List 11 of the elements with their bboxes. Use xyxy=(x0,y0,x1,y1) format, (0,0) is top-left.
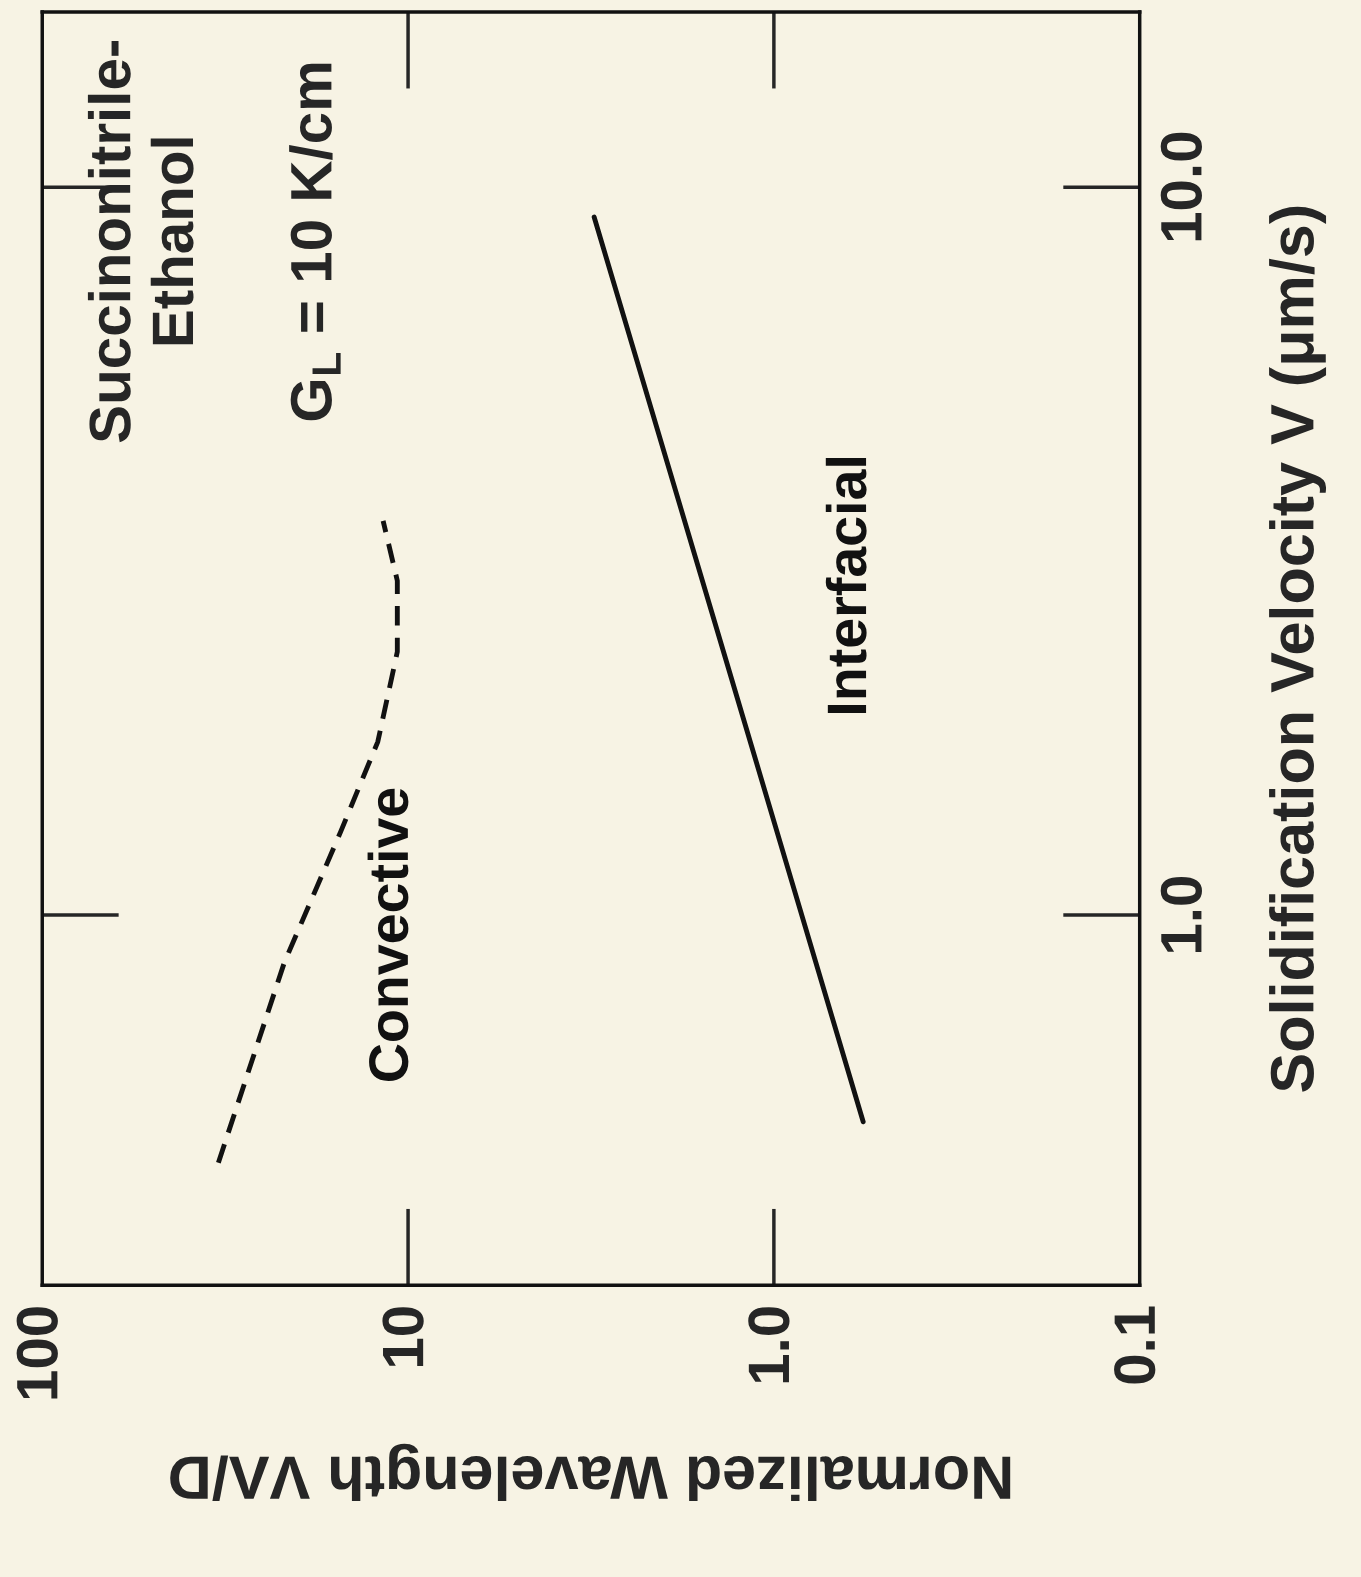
x-tick-label: 100 xyxy=(16,1307,58,1399)
x-axis-title: Normalized Wavelength VΛ/D xyxy=(170,1443,1011,1501)
text: Convective xyxy=(367,788,409,1081)
y-axis-title: Solidification Velocity V (μm/s) xyxy=(1269,206,1327,1092)
text: Interfacial xyxy=(825,458,867,713)
annotation: Succinonitrile- Ethanol xyxy=(87,41,194,443)
x-tick-label: 1.0 xyxy=(748,1307,790,1383)
x-tick-label: 10 xyxy=(382,1307,424,1366)
y-tick-label: 10.0 xyxy=(1160,132,1202,241)
annotation: G$_{L}$ = 10 K/cm xyxy=(289,63,341,421)
x-tick-label: 0.1 xyxy=(1114,1306,1156,1384)
